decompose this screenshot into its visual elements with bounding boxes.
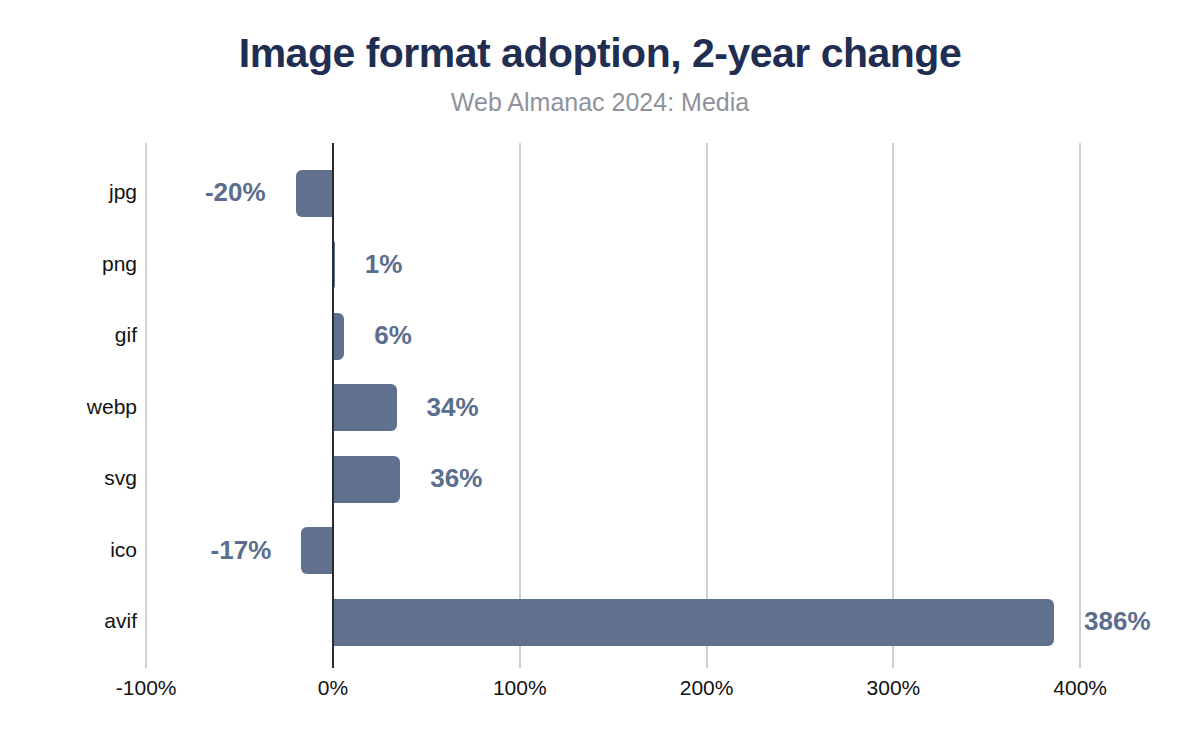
- bar: [333, 456, 400, 503]
- value-label: -17%: [211, 535, 272, 566]
- gridline: [519, 143, 521, 668]
- x-tick-label: -100%: [86, 676, 206, 700]
- value-label: 386%: [1084, 606, 1151, 637]
- category-label: webp: [0, 395, 137, 419]
- category-label: png: [0, 252, 137, 276]
- category-label: jpg: [0, 180, 137, 204]
- gridline: [892, 143, 894, 668]
- category-label: avif: [0, 609, 137, 633]
- zero-axis-line: [332, 143, 334, 668]
- x-tick-label: 0%: [273, 676, 393, 700]
- bar: [301, 527, 333, 574]
- plot-area: -100% 0% 100% 200% 300% 400% jpg -20% png 1% gif 6%…: [0, 0, 1200, 742]
- gridline: [1079, 143, 1081, 668]
- category-label: gif: [0, 323, 137, 347]
- gridline: [706, 143, 708, 668]
- bar: [333, 599, 1054, 646]
- bar: [296, 170, 333, 217]
- value-label: 6%: [374, 320, 412, 351]
- x-tick-label: 100%: [460, 676, 580, 700]
- category-label: ico: [0, 538, 137, 562]
- gridline: [145, 143, 147, 668]
- value-label: -20%: [205, 177, 266, 208]
- value-label: 34%: [427, 392, 479, 423]
- chart-container: Image format adoption, 2-year change Web…: [0, 0, 1200, 742]
- category-label: svg: [0, 466, 137, 490]
- bar: [333, 313, 344, 360]
- value-label: 36%: [430, 463, 482, 494]
- x-tick-label: 200%: [647, 676, 767, 700]
- bar: [333, 384, 397, 431]
- value-label: 1%: [365, 249, 403, 280]
- x-tick-label: 400%: [1020, 676, 1140, 700]
- x-tick-label: 300%: [833, 676, 953, 700]
